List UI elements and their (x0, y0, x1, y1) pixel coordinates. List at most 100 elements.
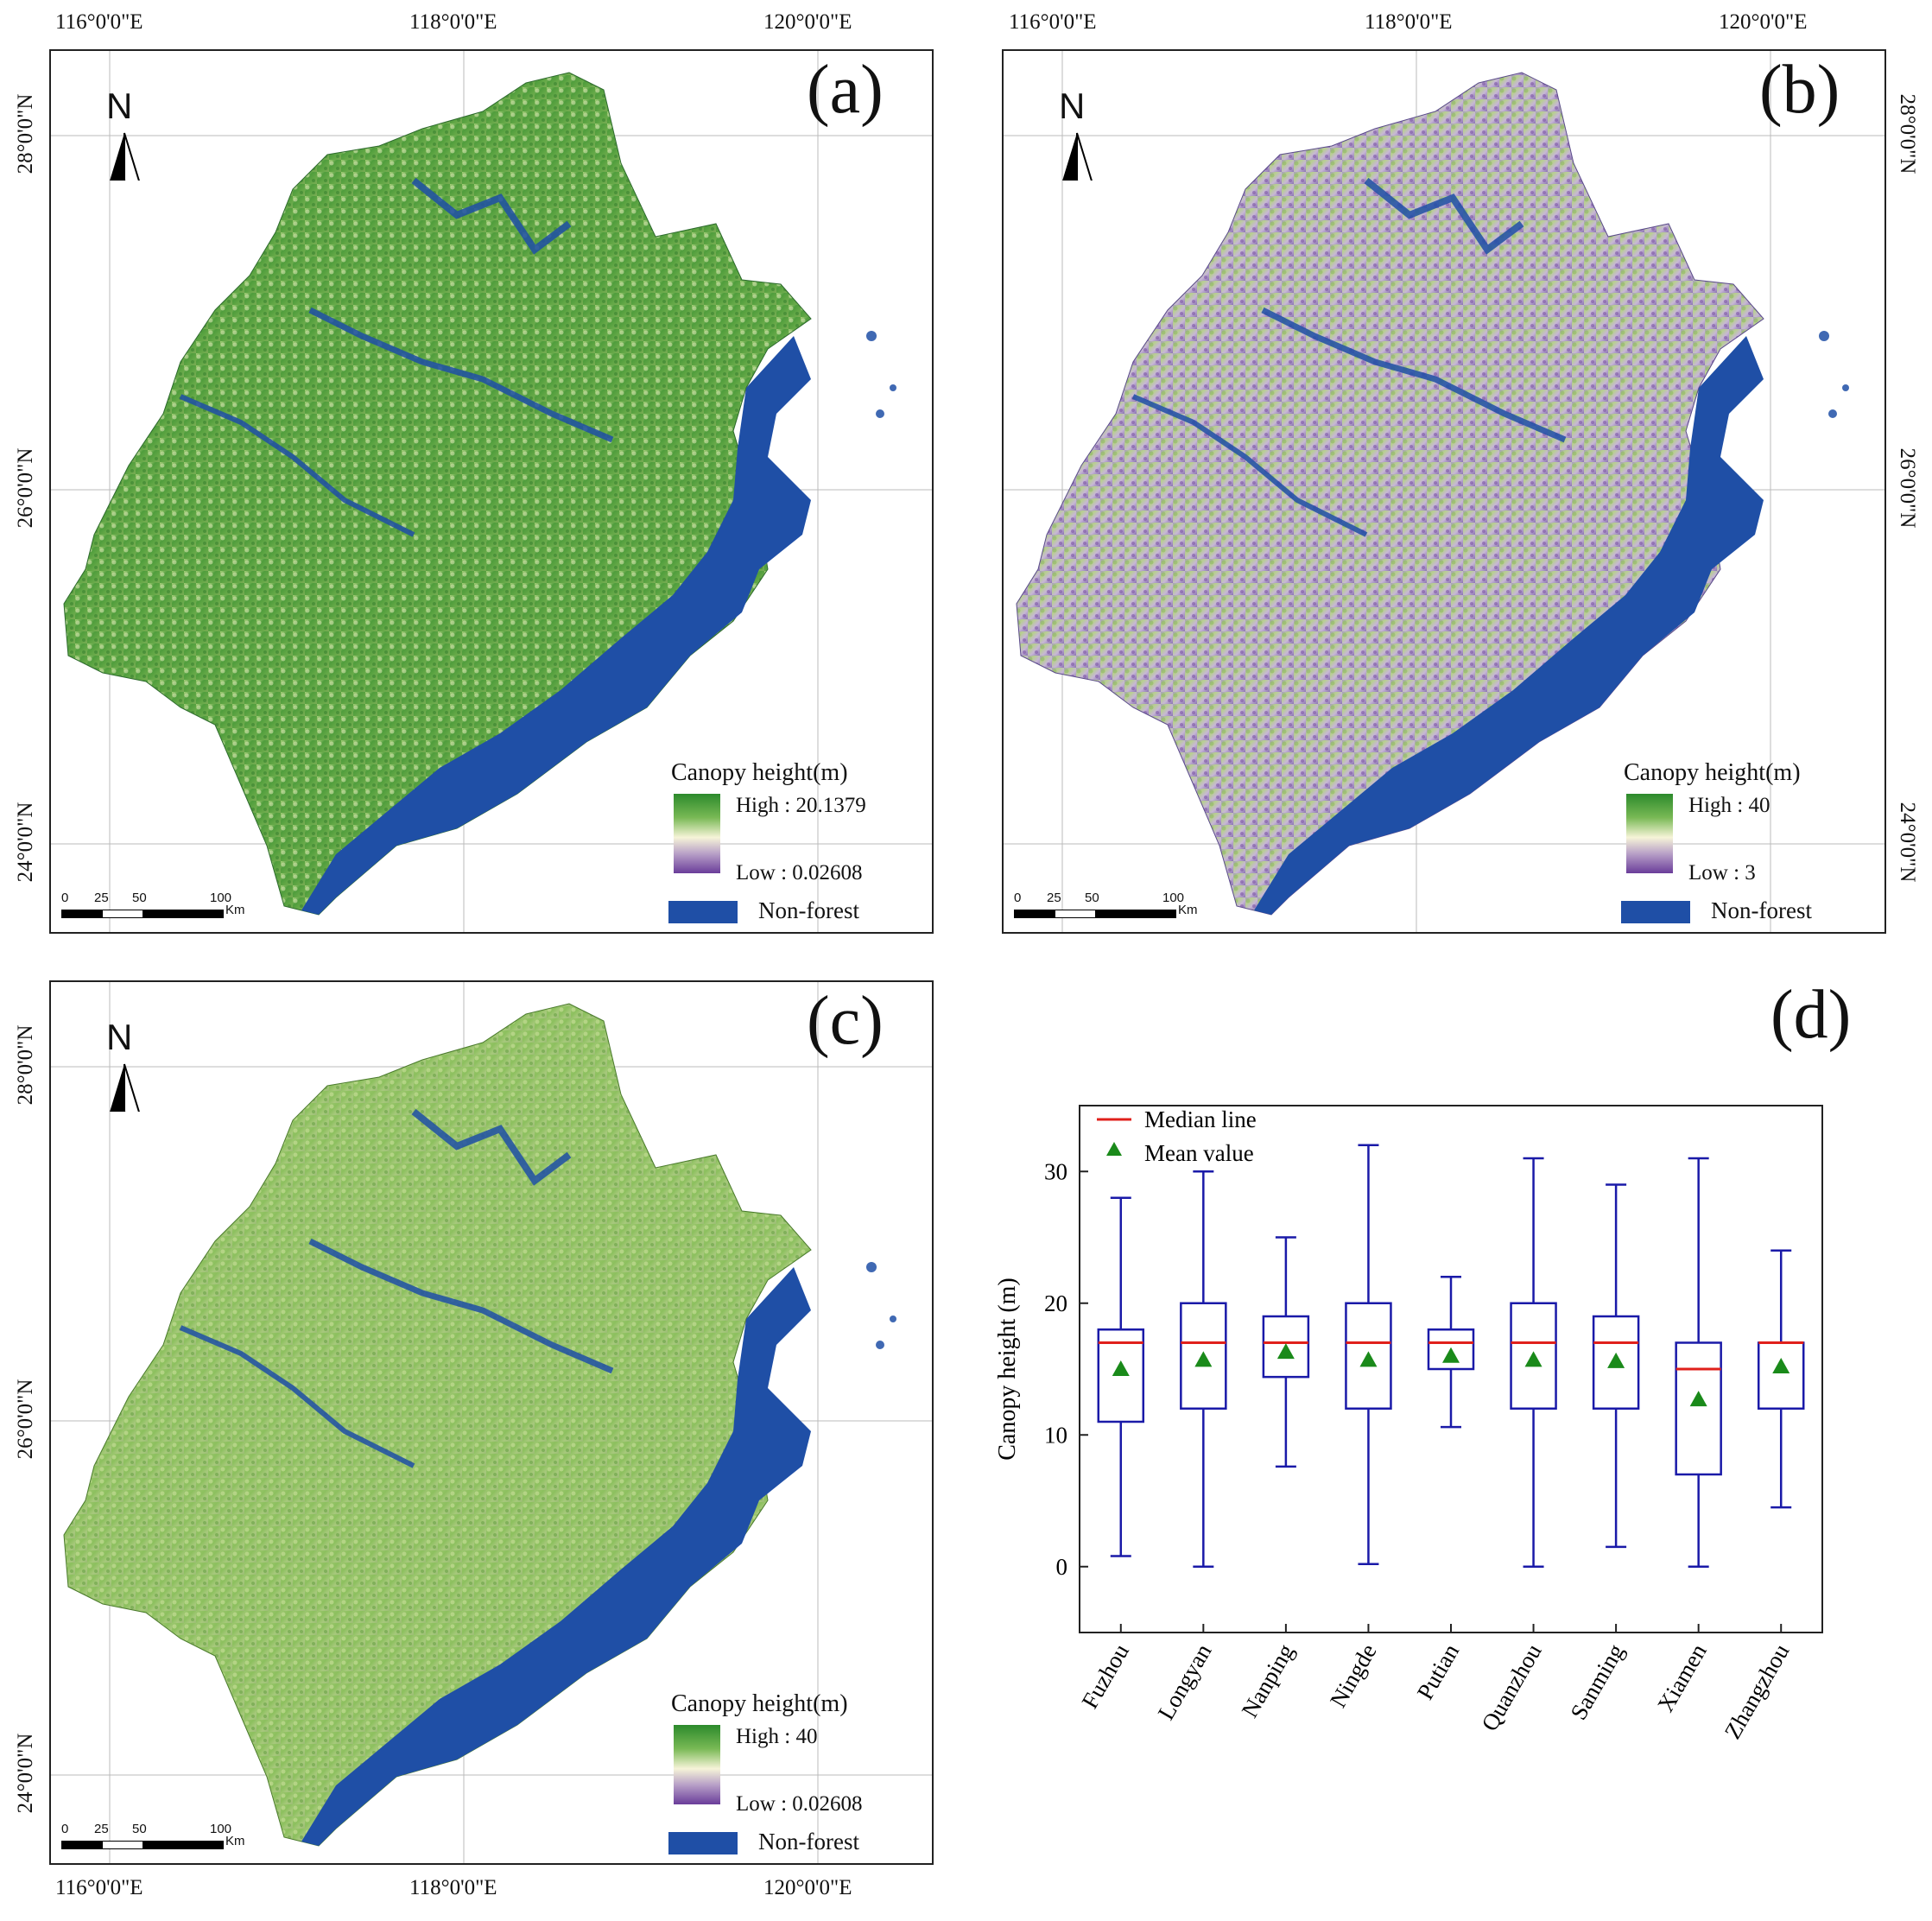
y-tick-label: 20 (1044, 1290, 1067, 1316)
mean-marker (1276, 1343, 1295, 1360)
x-tick-label: Sanming (1565, 1639, 1629, 1724)
lon-label: 120°0'0"E (763, 1876, 852, 1899)
lon-label: 116°0'0"E (1009, 10, 1097, 34)
scale-bar: 0 25 50 100 Km (61, 891, 251, 922)
lon-label: 120°0'0"E (763, 10, 852, 34)
north-label: N (1059, 86, 1086, 126)
legend-low-label: Low : 0.02608 (736, 1792, 863, 1816)
lat-label: 28°0'0"N (1896, 93, 1919, 174)
scale-label-100: 100 (210, 1822, 232, 1836)
map-panel-c: N (c) Canopy height(m) High : 40 Low : 0… (49, 980, 934, 1865)
scale-label-50: 50 (132, 891, 147, 905)
legend-color-ramp (674, 1725, 720, 1804)
north-arrow: N (94, 86, 155, 181)
x-tick-label: Quanzhou (1476, 1639, 1547, 1736)
coastal-nonforest (1254, 336, 1764, 915)
legend-color-ramp (1626, 794, 1673, 873)
x-tick-label: Zhangzhou (1720, 1639, 1795, 1744)
scale-label-100: 100 (210, 891, 232, 905)
scale-label-50: 50 (1085, 891, 1099, 905)
legend-c: Canopy height(m) High : 40 Low : 0.02608… (668, 1690, 928, 1863)
lat-label: 28°0'0"N (14, 93, 37, 174)
legend-high-label: High : 40 (736, 1725, 818, 1748)
legend-nonforest-swatch (668, 901, 738, 923)
lon-label: 118°0'0"E (409, 10, 497, 34)
north-label: N (106, 86, 133, 126)
scale-label-0: 0 (1014, 891, 1022, 905)
lon-label: 116°0'0"E (55, 10, 143, 34)
boxplot-canopy-height: 0 10 20 30 Canopy height (m) Median line Mean … (994, 1105, 1823, 1744)
map-panel-b: N (b) Canopy height(m) High : 40 Low : 3… (1002, 49, 1886, 934)
legend-title: Canopy height(m) (671, 1690, 848, 1717)
legend-nonforest-label: Non-forest (758, 897, 859, 923)
scale-unit: Km (1178, 903, 1198, 917)
scale-label-0: 0 (61, 1822, 69, 1836)
map-panel-a: N (a) Canopy height(m) High : 20.1379 Lo… (49, 49, 934, 934)
x-tick-label: Fuzhou (1076, 1639, 1134, 1714)
y-tick-label: 10 (1044, 1422, 1067, 1448)
box (1757, 1341, 1805, 1410)
lat-label: 26°0'0"N (14, 1379, 37, 1460)
panel-label-d: (d) (1770, 977, 1852, 1053)
scale-label-100: 100 (1162, 891, 1185, 905)
panel-label-a: (a) (807, 52, 884, 128)
legend-low-label: Low : 3 (1688, 861, 1756, 884)
legend-mean-label: Mean value (1144, 1140, 1254, 1166)
legend-low-label: Low : 0.02608 (736, 861, 863, 884)
map-canopy-height-b (1004, 51, 1884, 932)
mean-marker (1689, 1391, 1707, 1407)
legend-title: Canopy height(m) (671, 759, 848, 786)
x-tick-label: Nanping (1237, 1639, 1299, 1722)
x-tick-label: Ningde (1325, 1639, 1382, 1712)
mean-marker (1607, 1352, 1625, 1368)
mean-marker (1772, 1357, 1790, 1373)
lat-label: 24°0'0"N (1896, 802, 1919, 883)
scale-label-50: 50 (132, 1822, 147, 1836)
scale-label-25: 25 (94, 891, 109, 905)
scale-label-25: 25 (94, 1822, 109, 1836)
scale-unit: Km (225, 903, 245, 917)
scale-label-0: 0 (61, 891, 69, 905)
legend-nonforest-label: Non-forest (758, 1829, 859, 1854)
north-arrow-icon (110, 1063, 140, 1112)
legend-b: Canopy height(m) High : 40 Low : 3 Non-f… (1621, 759, 1880, 932)
lon-label: 118°0'0"E (1365, 10, 1453, 34)
north-label: N (106, 1017, 133, 1057)
lat-label: 28°0'0"N (14, 1024, 37, 1106)
scale-bar: 0 25 50 100 Km (61, 1822, 251, 1853)
mean-marker (1359, 1351, 1378, 1367)
lon-label: 120°0'0"E (1719, 10, 1808, 34)
lat-label: 26°0'0"N (1896, 447, 1919, 529)
lat-label: 24°0'0"N (14, 802, 37, 883)
box (1675, 1341, 1722, 1476)
legend-color-ramp (674, 794, 720, 873)
mean-marker (1112, 1360, 1130, 1376)
y-tick-label: 30 (1044, 1158, 1067, 1184)
legend-a: Canopy height(m) High : 20.1379 Low : 0.… (668, 759, 928, 932)
north-arrow-icon (110, 132, 140, 181)
legend-nonforest-swatch (1621, 901, 1690, 923)
scale-bar: 0 25 50 100 Km (1014, 891, 1204, 922)
map-canopy-height-c (51, 982, 932, 1863)
mean-marker (1524, 1351, 1542, 1367)
scale-unit: Km (225, 1834, 245, 1848)
panel-label-c: (c) (807, 983, 884, 1059)
lon-label: 116°0'0"E (55, 1876, 143, 1899)
lat-label: 26°0'0"N (14, 447, 37, 529)
legend-mean-marker (1106, 1142, 1122, 1156)
lon-label: 118°0'0"E (409, 1876, 497, 1899)
panel-label-b: (b) (1759, 52, 1840, 128)
legend-nonforest-swatch (668, 1832, 738, 1854)
legend-nonforest-label: Non-forest (1711, 897, 1812, 923)
mean-marker (1194, 1351, 1213, 1367)
y-tick-label: 0 (1056, 1554, 1068, 1580)
x-tick-label: Xiamen (1652, 1639, 1712, 1716)
scale-label-25: 25 (1047, 891, 1061, 905)
x-tick-label: Putian (1412, 1639, 1465, 1704)
coastal-nonforest (301, 1267, 811, 1846)
legend-high-label: High : 20.1379 (736, 794, 866, 817)
legend-median-label: Median line (1144, 1106, 1257, 1132)
y-axis-label: Canopy height (m) (994, 1277, 1021, 1461)
coastal-nonforest (301, 336, 811, 915)
north-arrow-icon (1062, 132, 1093, 181)
